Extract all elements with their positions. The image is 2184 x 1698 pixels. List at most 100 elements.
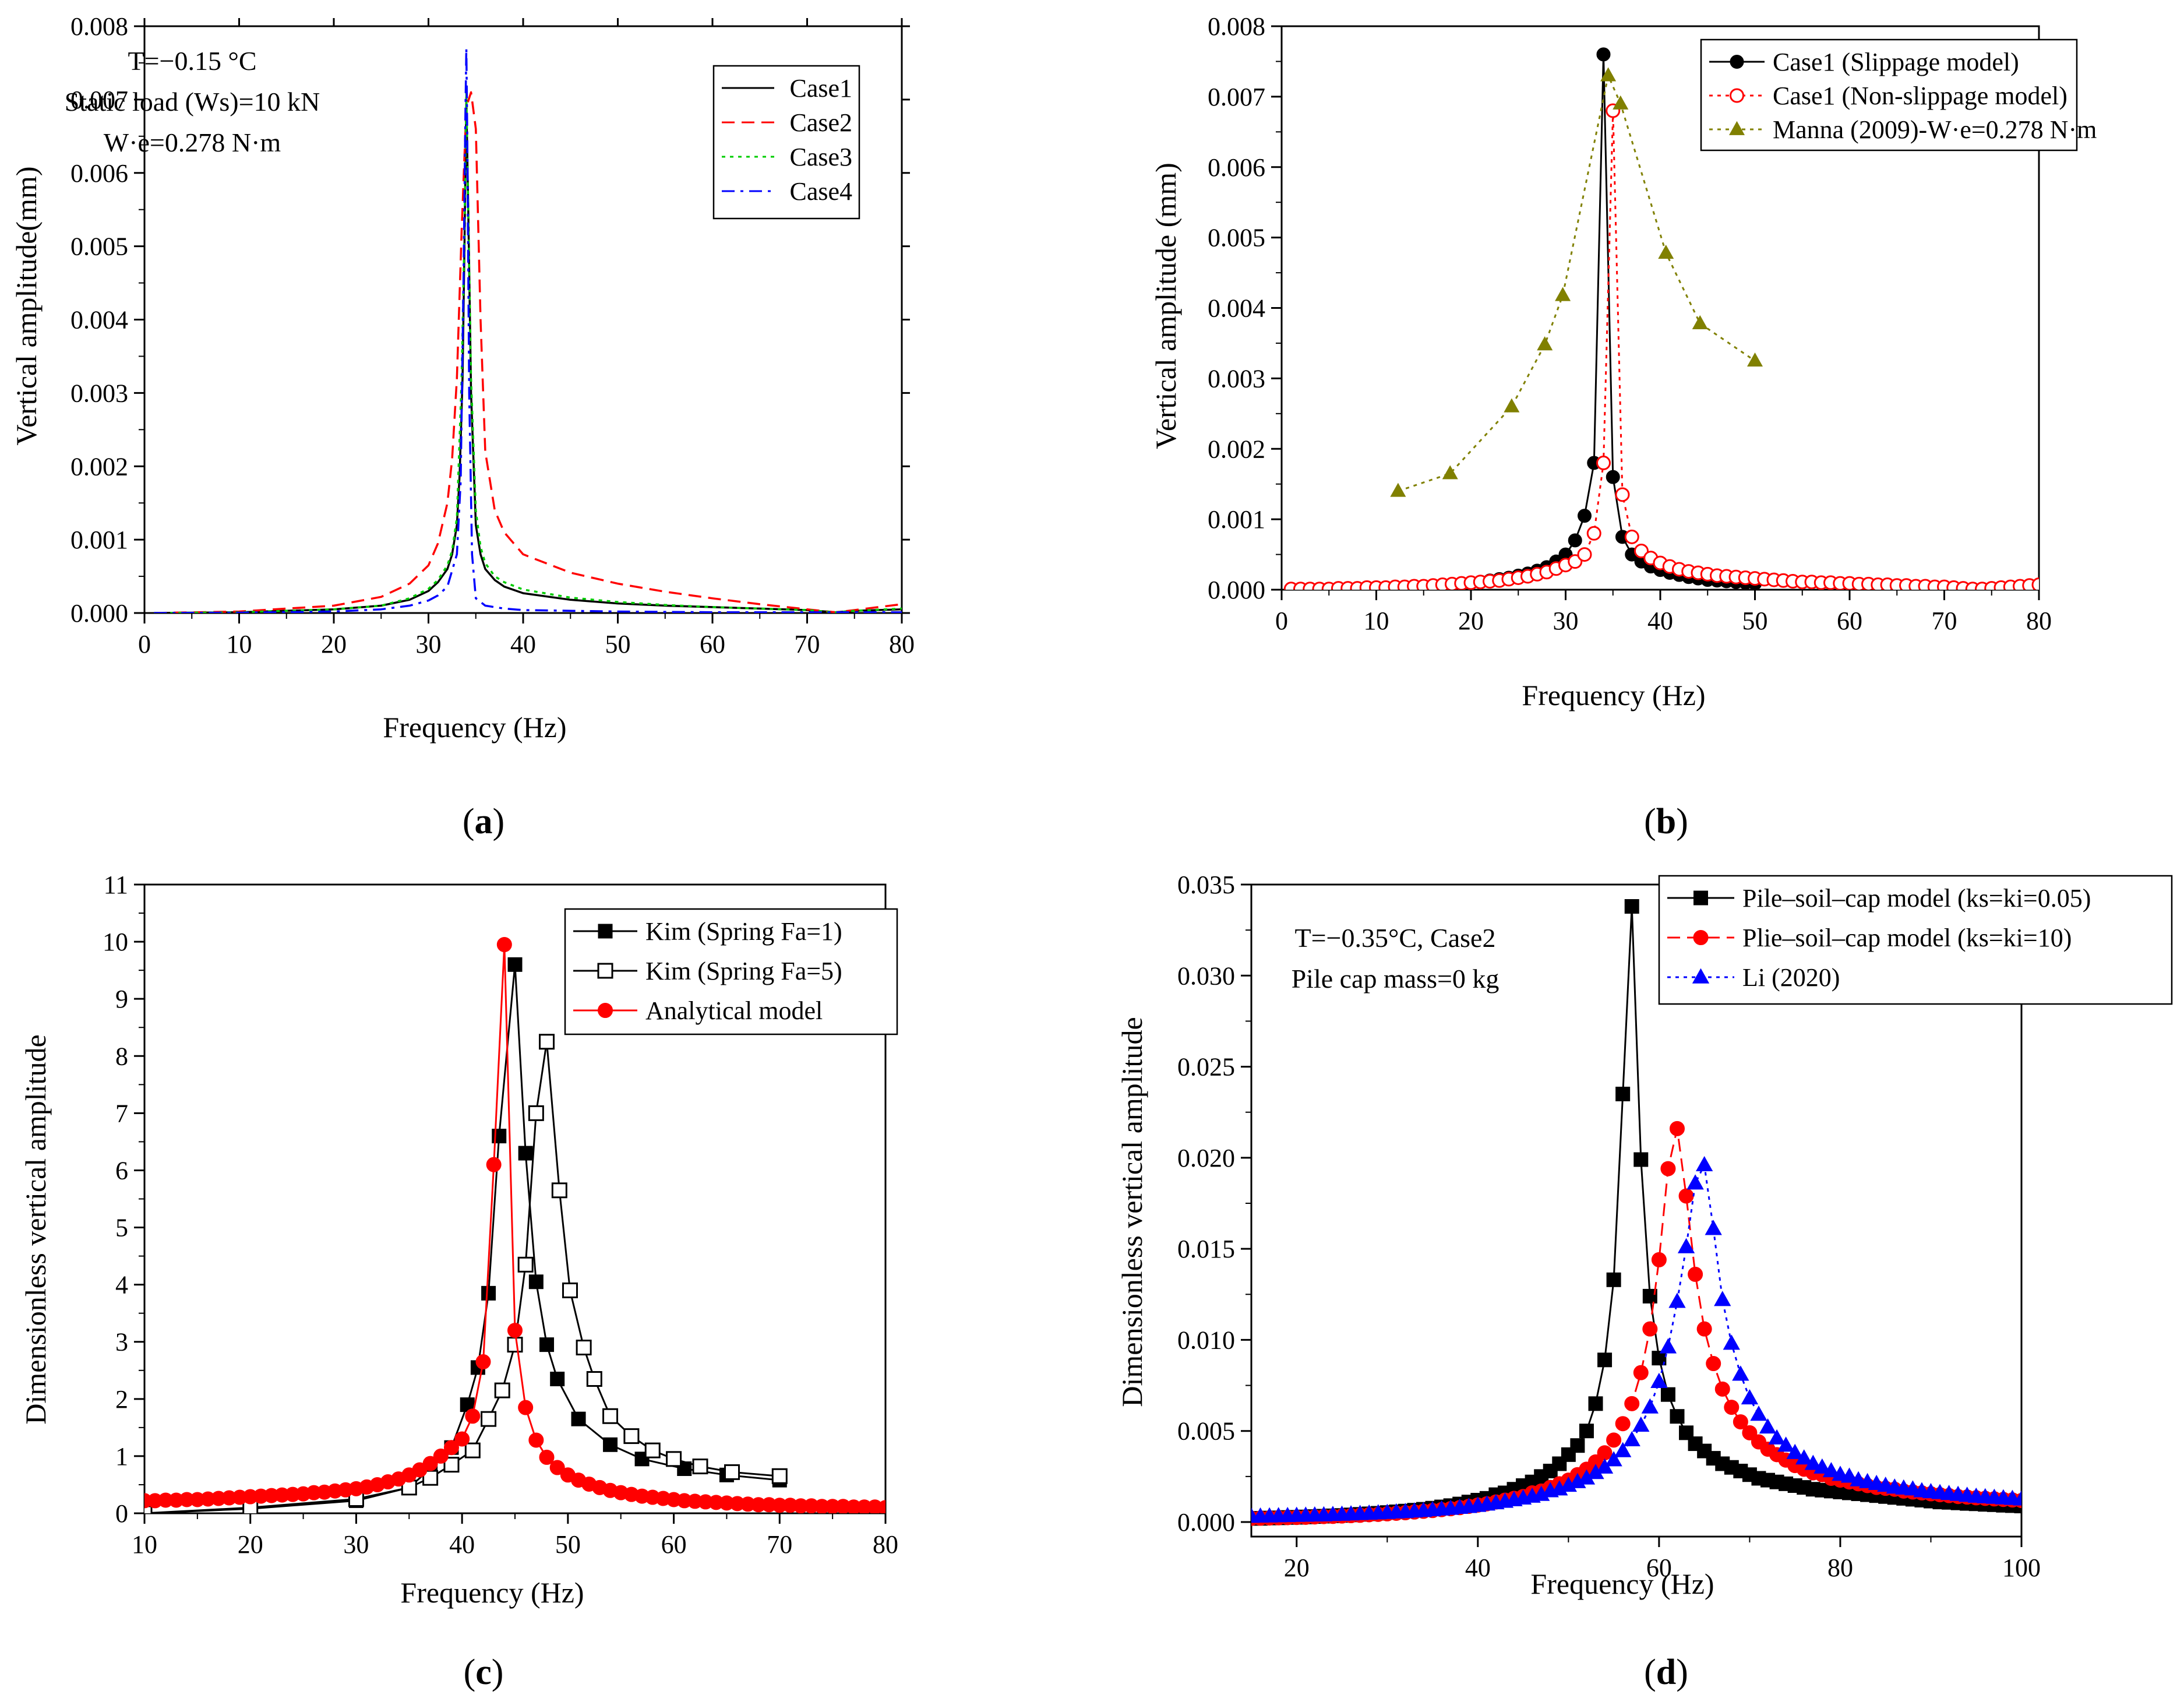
panel-b-xlabel: Frequency (Hz) bbox=[1522, 679, 1705, 711]
panel-d-series-2-line bbox=[1251, 1164, 2021, 1518]
panel-a-xtick-label: 30 bbox=[416, 630, 442, 658]
panel-a-annotation-temperature: T=−0.15 °C bbox=[128, 46, 256, 76]
panel-d-xtick-label: 60 bbox=[1646, 1553, 1672, 1582]
panel-c-ytick-label: 5 bbox=[115, 1214, 128, 1242]
panel-c-series-2-point bbox=[465, 1408, 481, 1424]
panel-a-xtick-label: 20 bbox=[321, 630, 347, 658]
panel-d-series-1 bbox=[1251, 1121, 2021, 1526]
panel-a-ytick-label: 0.001 bbox=[70, 526, 128, 554]
panel-c-ytick-label: 9 bbox=[115, 985, 128, 1013]
panel-d-ytick-label: 0.010 bbox=[1177, 1326, 1235, 1354]
panel-c-series-2-point bbox=[549, 1460, 565, 1475]
panel-d-series-0-point bbox=[1588, 1396, 1603, 1411]
panel-d-series-2-point bbox=[1732, 1365, 1749, 1381]
panel-a-legend-label-3: Case4 bbox=[789, 177, 852, 206]
panel-c-xtick-label: 50 bbox=[555, 1530, 581, 1559]
panel-d-series-2-point bbox=[1695, 1156, 1713, 1172]
panel-a-ytick-label: 0.008 bbox=[70, 12, 128, 41]
panel-c-series-0-point bbox=[528, 1274, 544, 1290]
panel-b-series-2-point bbox=[1658, 244, 1674, 259]
panel-b-legend-marker-0 bbox=[1730, 55, 1744, 69]
panel-b-series-2-point bbox=[1747, 352, 1763, 367]
panel-b-xtick-label: 40 bbox=[1647, 607, 1673, 635]
panel-d-series-2-point bbox=[1795, 1449, 1813, 1465]
panel-d-series-2 bbox=[1251, 1156, 2021, 1523]
panel-b-xtick-label: 30 bbox=[1553, 607, 1579, 635]
panel-a-series-1-line bbox=[154, 91, 902, 613]
panel-b-xtick-label: 20 bbox=[1458, 607, 1484, 635]
panel-c-series-1-point bbox=[464, 1442, 481, 1459]
panel-a-series-0 bbox=[154, 98, 902, 613]
panel-c-series-1 bbox=[144, 1034, 788, 1513]
panel-d-legend-box bbox=[1658, 875, 2173, 1005]
panel-b-xtick-label: 60 bbox=[1837, 607, 1862, 635]
panel-d-series-1-point bbox=[1651, 1252, 1667, 1267]
panel-d-series-2-point bbox=[1759, 1418, 1777, 1434]
panel-d-series-0-point bbox=[1670, 1409, 1685, 1424]
panel-c-series-1-point bbox=[507, 1337, 523, 1353]
panel-a-xtick-label: 40 bbox=[510, 630, 536, 658]
panel-b-ytick-label: 0.006 bbox=[1208, 153, 1265, 182]
panel-b-xtick-label: 0 bbox=[1275, 607, 1288, 635]
panel-b-xtick-label: 10 bbox=[1364, 607, 1389, 635]
panel-a-xtick-label: 80 bbox=[889, 630, 915, 658]
panel-c-legend-marker-2 bbox=[598, 1003, 613, 1018]
panel-c-series-1-point bbox=[528, 1105, 544, 1121]
panel-d-series-2-point bbox=[1632, 1416, 1650, 1432]
panel-a-series-3 bbox=[154, 47, 902, 613]
panel-c-series-1-point bbox=[692, 1459, 708, 1475]
panel-a-plot: 0 10 20 30 40 50 60 70 80 0.000 0.001 0.002 0.003 0.0… bbox=[70, 12, 915, 658]
panel-d-series-2-point bbox=[1705, 1220, 1722, 1235]
panel-a-series-3-line bbox=[154, 47, 902, 613]
panel-b-ytick-label: 0.005 bbox=[1208, 224, 1265, 252]
panel-c-series-2-point bbox=[433, 1448, 449, 1464]
panel-d-plot: 20 40 60 80 100 0.000 0.005 0.010 0.015 0.020 0.02… bbox=[1177, 871, 2041, 1582]
panel-d-series-2-point bbox=[1750, 1405, 1767, 1421]
panel-c-series-1-point bbox=[623, 1428, 640, 1445]
panel-c-ytick-label: 8 bbox=[115, 1042, 128, 1070]
panel-a-xtick-label: 0 bbox=[138, 630, 151, 658]
panel-c-ytick-label: 3 bbox=[115, 1328, 128, 1357]
panel-a-ylabel: Vertical amplitude(mm) bbox=[10, 166, 43, 445]
panel-d-series-2-point bbox=[1659, 1338, 1677, 1354]
panel-c-series-2-point bbox=[528, 1432, 544, 1448]
panel-b-series-2-point bbox=[1692, 315, 1708, 329]
panel-a-series-2-line bbox=[154, 91, 902, 613]
panel-b-series-1 bbox=[1283, 103, 2039, 590]
panel-c-legend-label-0: Kim (Spring Fa=1) bbox=[645, 917, 842, 946]
panel-c-series-2-point bbox=[443, 1440, 459, 1456]
panel-b-series-0-point bbox=[1568, 533, 1582, 548]
panel-b-legend-label-0: Case1 (Slippage model) bbox=[1773, 48, 2019, 76]
panel-a-annotation-static-load: Static load (Ws)=10 kN bbox=[65, 87, 320, 117]
panel-a-ytick-label: 0.007 bbox=[70, 86, 128, 114]
panel-c-series-0-point bbox=[481, 1285, 496, 1301]
panel-d-series-2-point bbox=[1741, 1389, 1759, 1405]
panel-a-ytick-label: 0.002 bbox=[70, 452, 128, 481]
panel-d-series-1-point bbox=[1678, 1188, 1694, 1204]
panel-d-series-2-point bbox=[1605, 1451, 1622, 1467]
panel-c-legend-label-1: Kim (Spring Fa=5) bbox=[645, 957, 842, 985]
panel-c-series-0-line bbox=[144, 963, 780, 1513]
panel-d-series-0-point bbox=[1570, 1438, 1585, 1453]
panel-d-series-1-line bbox=[1251, 1128, 2021, 1520]
panel-d-series-2-point bbox=[1768, 1429, 1786, 1445]
panel-d-xtick-label: 20 bbox=[1284, 1553, 1310, 1582]
panel-b-ytick-label: 0.004 bbox=[1208, 294, 1265, 323]
panel-d-series-1-point bbox=[1669, 1121, 1685, 1136]
panel-b-series-2-point bbox=[1537, 336, 1553, 351]
panel-d-series-0-point bbox=[1615, 1086, 1631, 1101]
panel-d-ytick-label: 0.005 bbox=[1177, 1417, 1235, 1446]
panel-d-series-0-point bbox=[1660, 1387, 1675, 1402]
panel-a: 0 10 20 30 40 50 60 70 80 0.000 0.001 0.002 0.003 0.0… bbox=[10, 12, 915, 841]
panel-b-series-2-point bbox=[1504, 398, 1520, 413]
panel-b-series-1-line bbox=[1291, 110, 2039, 590]
panel-b-ytick-label: 0.008 bbox=[1208, 12, 1265, 41]
panel-a-xlabel: Frequency (Hz) bbox=[383, 711, 566, 744]
panel-c-series-0-point bbox=[571, 1411, 586, 1426]
panel-d-series-1-point bbox=[1724, 1400, 1740, 1415]
panel-d-series-2-point bbox=[1614, 1442, 1632, 1457]
panel-b-ytick-label: 0.003 bbox=[1208, 364, 1265, 393]
panel-c-legend-label-2: Analytical model bbox=[645, 996, 823, 1025]
panel-a-series-2 bbox=[154, 91, 902, 613]
panel-c-series-0-point bbox=[603, 1437, 618, 1452]
